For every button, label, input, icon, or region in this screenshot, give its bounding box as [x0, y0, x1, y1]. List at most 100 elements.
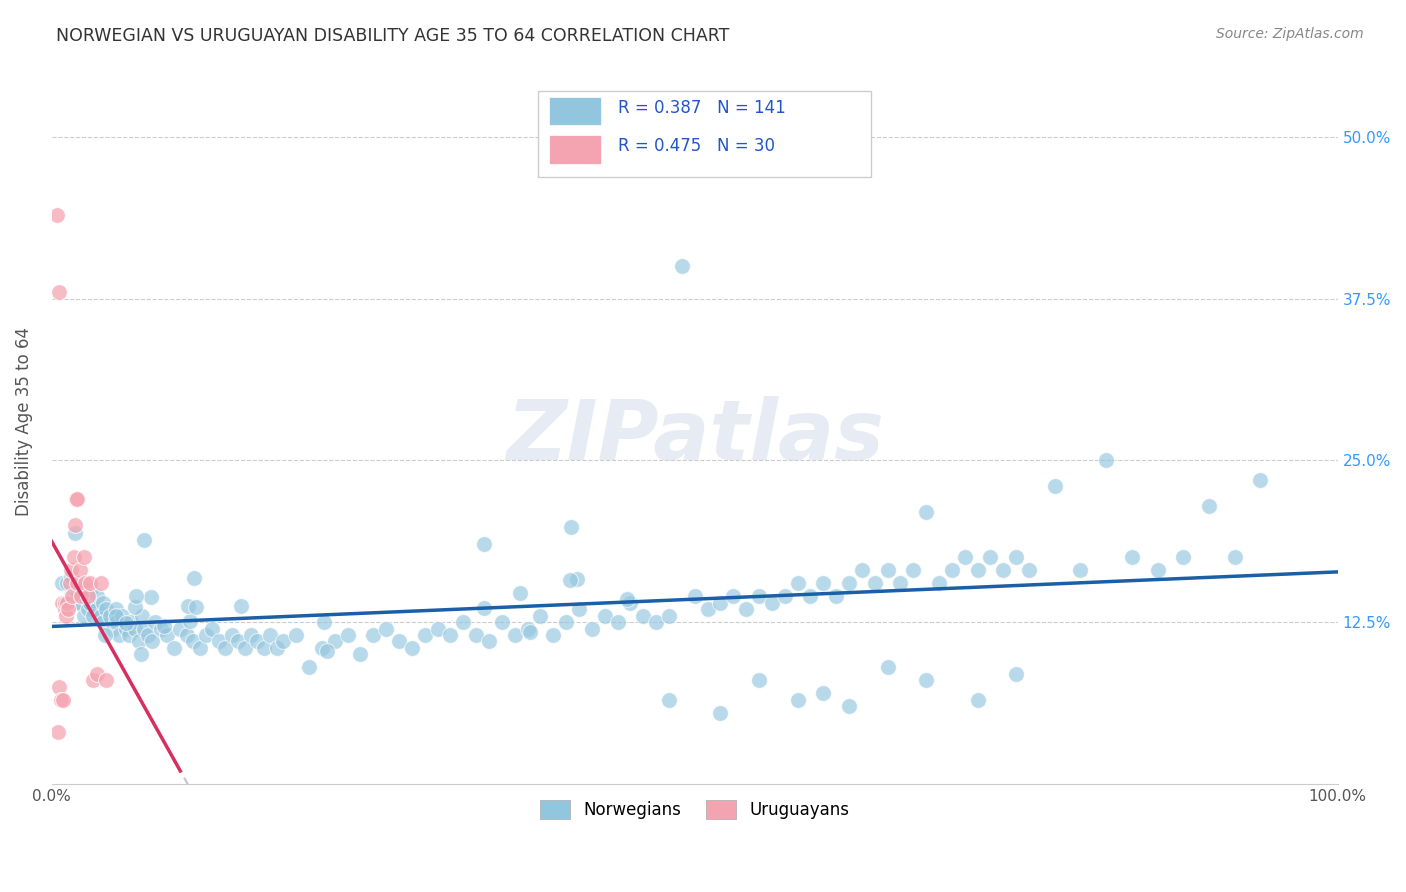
Point: [825, 589, 848, 603]
Point: [928, 576, 950, 591]
Point: [69, 563, 91, 577]
Point: [915, 505, 938, 519]
Point: [541, 628, 564, 642]
Point: [773, 589, 796, 603]
Point: [59, 576, 82, 591]
Point: [86, 666, 108, 681]
Point: [838, 699, 860, 714]
Point: [62, 550, 84, 565]
Point: [143, 615, 166, 629]
Point: [503, 628, 526, 642]
Legend: Norwegians, Uruguayans: Norwegians, Uruguayans: [533, 794, 856, 826]
Point: [1223, 550, 1246, 565]
Point: [188, 640, 211, 655]
Point: [560, 520, 582, 534]
Point: [1121, 550, 1143, 565]
Point: [1043, 479, 1066, 493]
Point: [76, 602, 98, 616]
Point: [529, 608, 551, 623]
Point: [472, 601, 495, 615]
Point: [184, 599, 207, 614]
Point: [90, 576, 112, 591]
Point: [671, 260, 693, 274]
Point: [555, 615, 578, 629]
Text: ZIPatlas: ZIPatlas: [506, 396, 883, 476]
Point: [86, 602, 108, 616]
Point: [748, 589, 770, 603]
Point: [98, 608, 121, 623]
Point: [195, 628, 218, 642]
Point: [73, 608, 96, 623]
Point: [66, 576, 89, 591]
Point: [105, 602, 128, 616]
Point: [70, 589, 93, 603]
Point: [132, 533, 155, 548]
Point: [1018, 563, 1040, 577]
Point: [179, 615, 201, 629]
Point: [593, 608, 616, 623]
Point: [124, 599, 146, 614]
Point: [53, 596, 76, 610]
Point: [79, 596, 101, 610]
Point: [558, 573, 581, 587]
Point: [46, 725, 69, 739]
Point: [723, 589, 745, 603]
Point: [813, 686, 835, 700]
Point: [761, 596, 783, 610]
Point: [48, 285, 70, 300]
Point: [69, 582, 91, 597]
Point: [49, 692, 72, 706]
Point: [65, 492, 87, 507]
Point: [266, 640, 288, 655]
Point: [163, 640, 186, 655]
Point: [73, 550, 96, 565]
Point: [472, 537, 495, 551]
Point: [889, 576, 911, 591]
Point: [94, 602, 117, 616]
Point: [58, 602, 80, 616]
Point: [105, 608, 128, 623]
Point: [53, 596, 76, 610]
Point: [941, 563, 963, 577]
Point: [903, 563, 925, 577]
Point: [51, 576, 73, 591]
Point: [169, 622, 191, 636]
Point: [966, 692, 988, 706]
FancyBboxPatch shape: [538, 91, 870, 177]
Point: [619, 596, 641, 610]
Point: [568, 602, 591, 616]
Point: [401, 640, 423, 655]
Point: [786, 692, 808, 706]
Point: [271, 634, 294, 648]
Point: [240, 628, 263, 642]
Y-axis label: Disability Age 35 to 64: Disability Age 35 to 64: [15, 327, 32, 516]
Point: [748, 673, 770, 688]
Point: [709, 596, 731, 610]
Point: [66, 589, 89, 603]
Point: [633, 608, 655, 623]
Point: [131, 608, 153, 623]
Point: [813, 576, 835, 591]
Point: [94, 673, 117, 688]
Point: [516, 622, 538, 636]
Point: [60, 589, 83, 603]
FancyBboxPatch shape: [550, 135, 600, 164]
Point: [298, 660, 321, 674]
Point: [107, 628, 129, 642]
Point: [851, 563, 873, 577]
Point: [465, 628, 488, 642]
Point: [60, 563, 83, 577]
Point: [709, 706, 731, 720]
Point: [616, 591, 638, 606]
Point: [201, 622, 224, 636]
Point: [876, 660, 898, 674]
FancyBboxPatch shape: [550, 96, 600, 126]
Point: [56, 576, 79, 591]
Point: [134, 622, 156, 636]
Point: [105, 615, 128, 629]
Point: [91, 596, 114, 610]
Point: [91, 615, 114, 629]
Point: [125, 589, 148, 603]
Point: [226, 634, 249, 648]
Point: [1005, 666, 1028, 681]
